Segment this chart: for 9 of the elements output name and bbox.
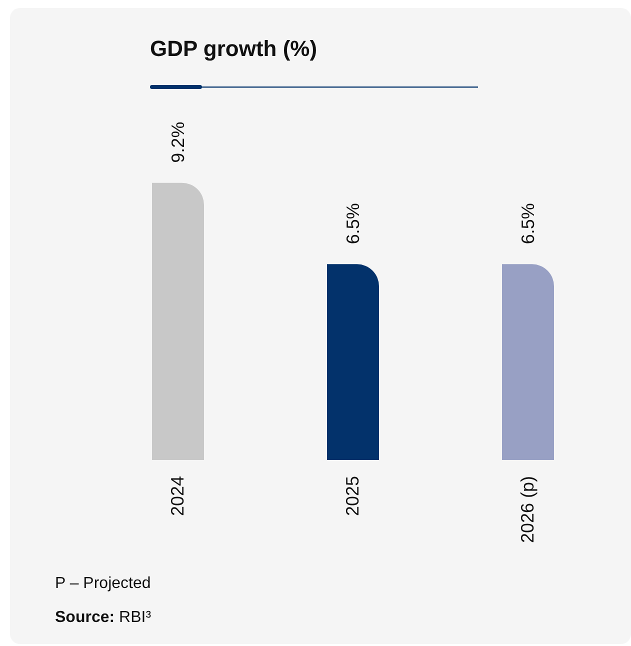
- x-tick-label: 2024: [168, 476, 188, 516]
- data-label: 6.5%: [518, 203, 538, 244]
- x-tick-label: 2026 (p): [518, 476, 538, 544]
- chart-title: GDP growth (%): [150, 36, 318, 62]
- data-label: 6.5%: [343, 203, 363, 244]
- source-note: Source: RBI³: [55, 609, 152, 626]
- data-label: 9.2%: [168, 122, 188, 163]
- x-tick-label: 2025: [342, 476, 362, 516]
- text: P – Projected: [55, 575, 151, 592]
